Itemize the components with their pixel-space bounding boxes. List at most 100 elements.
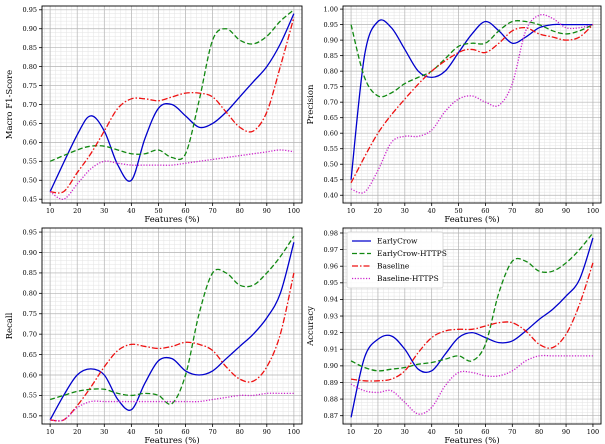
x-tick-label: 100 [288, 428, 300, 436]
x-tick-label: 90 [562, 428, 570, 436]
series-line-earlycrow-https [49, 9, 295, 162]
y-tick-label: 0.80 [23, 63, 37, 71]
y-tick-label: 0.80 [23, 290, 37, 298]
axes-frame [342, 227, 602, 425]
x-axis-label: Features (%) [444, 214, 499, 225]
macro-f1-panel: 10 20 30 40 50 60 70 80 90 100 0.45 0.50 0.55 0.60 0.6… [5, 5, 303, 225]
x-axis-label: Features (%) [144, 435, 199, 444]
series-line-earlycrow-https [350, 20, 594, 98]
legend-entry-label: Baseline-HTTPS [377, 274, 439, 283]
y-tick-label: 0.85 [23, 44, 37, 52]
x-tick-label: 20 [73, 207, 81, 215]
y-tick-label: 0.87 [324, 412, 338, 420]
x-tick-label: 90 [263, 207, 271, 215]
x-tick-label: 30 [401, 428, 409, 436]
x-tick-label: 100 [587, 428, 599, 436]
series-line-baseline-https [49, 149, 294, 200]
y-tick-label: 0.75 [324, 83, 338, 91]
x-tick-label: 40 [127, 428, 135, 436]
y-tick-label: 0.75 [23, 82, 37, 90]
y-tick-label: 0.50 [23, 177, 37, 185]
y-axis-label: Precision [306, 84, 316, 124]
y-tick-label: 0.89 [324, 379, 338, 387]
y-tick-label: 0.55 [23, 158, 37, 166]
y-tick-label: 0.95 [23, 6, 37, 14]
x-tick-label: 40 [428, 428, 436, 436]
y-tick-label: 1.00 [324, 5, 338, 13]
y-axis-label: Accuracy [306, 306, 316, 347]
y-tick-label: 0.75 [23, 310, 37, 318]
series-line-baseline-https [350, 13, 594, 194]
x-tick-label: 70 [208, 207, 216, 215]
series-line-baseline [350, 262, 594, 382]
y-tick-label: 0.90 [23, 25, 37, 33]
y-tick-label: 0.92 [324, 329, 338, 337]
y-tick-label: 0.55 [23, 392, 37, 400]
y-axis-label: Recall [5, 312, 15, 339]
legend: EarlyCrow EarlyCrow-HTTPS Baseline Baseline… [346, 231, 447, 289]
x-tick-label: 50 [154, 207, 162, 215]
x-tick-label: 100 [288, 207, 300, 215]
series-line-baseline [350, 24, 594, 184]
series-line-earlycrow-https [350, 232, 594, 372]
x-tick-label: 30 [401, 207, 409, 215]
series-line-baseline [50, 272, 295, 422]
x-tick-label: 90 [562, 207, 570, 215]
y-tick-label: 0.45 [324, 176, 338, 184]
x-tick-label: 70 [508, 207, 516, 215]
legend-entry-label: EarlyCrow-HTTPS [377, 249, 447, 258]
series-line-baseline-https [350, 354, 593, 415]
axes-frame [342, 5, 602, 204]
legend-entry-label: Baseline [377, 262, 410, 271]
y-tick-label: 0.50 [324, 161, 338, 169]
series-line-earlycrow [49, 13, 295, 192]
series-line-earlycrow [350, 19, 593, 180]
y-tick-label: 0.90 [324, 362, 338, 370]
y-tick-label: 0.85 [324, 52, 338, 60]
series-line-earlycrow [49, 242, 295, 421]
y-tick-label: 0.65 [324, 114, 338, 122]
y-tick-label: 0.90 [324, 36, 338, 44]
legend-box [346, 231, 444, 289]
y-tick-label: 0.45 [23, 196, 37, 204]
axes-frame [41, 227, 303, 425]
x-axis-label: Features (%) [144, 214, 199, 225]
y-tick-label: 0.88 [324, 395, 338, 403]
y-tick-label: 0.98 [324, 229, 338, 237]
x-tick-label: 40 [127, 207, 135, 215]
y-tick-label: 0.95 [324, 21, 338, 29]
y-tick-label: 0.70 [324, 98, 338, 106]
x-tick-label: 20 [374, 428, 382, 436]
y-tick-label: 0.95 [23, 228, 37, 236]
precision-panel: 10 20 30 40 50 60 70 80 90 100 0.40 0.45 0.50 0.55 0.6… [306, 5, 602, 225]
x-tick-label: 40 [428, 207, 436, 215]
x-tick-label: 80 [535, 428, 543, 436]
y-tick-label: 0.40 [324, 192, 338, 200]
x-tick-label: 80 [236, 428, 244, 436]
y-tick-label: 0.65 [23, 351, 37, 359]
x-tick-label: 60 [181, 207, 189, 215]
x-tick-label: 30 [100, 428, 108, 436]
y-tick-label: 0.93 [324, 312, 338, 320]
y-tick-label: 0.55 [324, 145, 338, 153]
y-tick-label: 0.91 [324, 346, 338, 354]
x-tick-label: 10 [46, 428, 54, 436]
series-line-earlycrow-https [49, 235, 295, 405]
x-tick-label: 90 [263, 428, 271, 436]
y-tick-label: 0.90 [23, 249, 37, 257]
y-tick-label: 0.50 [23, 412, 37, 420]
y-tick-label: 0.60 [324, 129, 338, 137]
x-tick-label: 10 [46, 207, 54, 215]
x-tick-label: 20 [374, 207, 382, 215]
x-tick-label: 60 [481, 428, 489, 436]
y-tick-label: 0.70 [23, 330, 37, 338]
series-line-baseline [50, 17, 295, 194]
x-tick-label: 10 [347, 428, 355, 436]
accuracy-panel: 10 20 30 40 50 60 70 80 90 100 0.87 0.88 0.89 0.90 0.9… [306, 227, 602, 444]
y-tick-label: 0.70 [23, 101, 37, 109]
y-axis-label: Macro F1-Score [5, 70, 15, 139]
x-tick-label: 70 [208, 428, 216, 436]
axes-frame [41, 5, 303, 204]
x-tick-label: 50 [454, 207, 462, 215]
